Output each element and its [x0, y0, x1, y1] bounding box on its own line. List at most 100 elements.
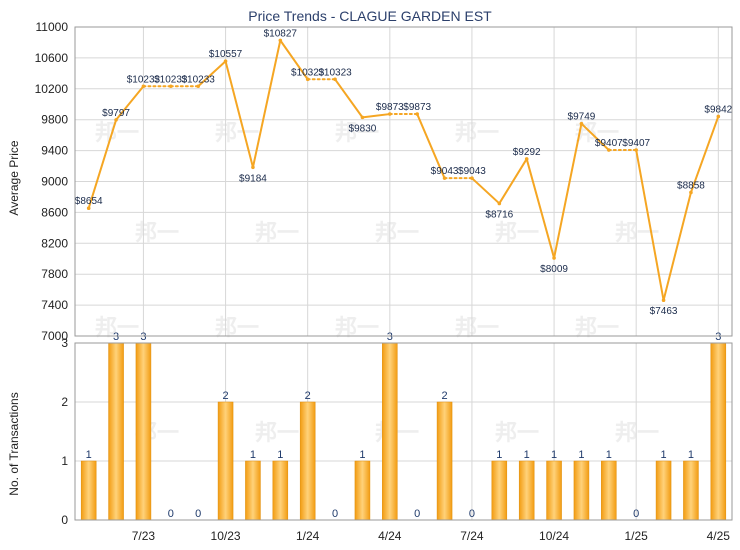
price-line-segment: [251, 39, 282, 169]
price-value-label: $9749: [568, 112, 596, 123]
price-value-label: $9842: [704, 104, 732, 115]
watermark-text: 邦一: [615, 420, 659, 445]
price-value-label: $10323: [318, 67, 352, 78]
price-tick-label: 8200: [41, 236, 68, 250]
transaction-bar: [135, 342, 152, 521]
price-line-segment: [525, 157, 556, 260]
price-point: [579, 121, 584, 126]
transaction-bar: [601, 460, 617, 521]
price-value-label: $9830: [349, 123, 377, 134]
transaction-bar: [245, 460, 261, 521]
price-tick-label: 9400: [41, 144, 68, 158]
date-tick-label: 10/24: [539, 529, 569, 543]
price-point: [415, 112, 419, 116]
price-line-segment: [689, 115, 720, 194]
price-line-segment: [635, 149, 665, 302]
price-line-segment: [580, 122, 610, 152]
transaction-count-label: 1: [551, 449, 557, 461]
price-value-label: $10323: [291, 67, 325, 78]
transactions-tick-labels: 0 1 2 3: [61, 336, 68, 527]
price-point: [661, 298, 666, 303]
transaction-count-label: 1: [86, 449, 92, 461]
price-point: [689, 190, 693, 195]
transaction-count-label: 3: [113, 331, 119, 343]
transactions-axis-label: No. of Transactions: [7, 392, 21, 495]
transactions-tick-label: 3: [61, 336, 68, 350]
watermark-text: 邦一: [255, 420, 299, 445]
transaction-count-label: 1: [524, 449, 530, 461]
price-line-segment: [87, 118, 118, 210]
price-point: [607, 148, 611, 152]
price-value-label: $9873: [403, 102, 431, 113]
transaction-bar: [299, 401, 316, 521]
transaction-bar: [710, 342, 727, 521]
transaction-bar: [382, 342, 398, 521]
transaction-count-label: 0: [414, 508, 420, 520]
date-tick-label: 4/25: [707, 529, 731, 543]
transaction-count-label: 0: [168, 508, 174, 520]
price-tick-label: 9800: [41, 113, 68, 127]
watermark-text: 邦一: [375, 220, 419, 245]
transaction-bar: [354, 460, 371, 521]
price-point: [634, 148, 638, 152]
transaction-count-label: 3: [387, 331, 393, 343]
transaction-bar: [573, 460, 590, 521]
price-tick-label: 9000: [41, 175, 68, 189]
transaction-count-label: 1: [606, 449, 612, 461]
watermark-text: 邦一: [135, 220, 179, 245]
transaction-count-label: 3: [140, 331, 146, 343]
transaction-count-label: 1: [661, 449, 667, 461]
price-tick-label: 7000: [41, 329, 68, 343]
price-value-label: $8009: [540, 264, 568, 275]
price-value-label: $10827: [264, 28, 298, 39]
price-line-segment: [279, 39, 309, 81]
price-line-segment: [416, 113, 446, 180]
transaction-bar: [655, 460, 672, 521]
price-point: [251, 165, 255, 170]
date-tick-label: 7/24: [460, 529, 484, 543]
transaction-bar: [80, 460, 97, 521]
watermark-text: 邦一: [215, 120, 259, 145]
price-value-label: $9292: [513, 147, 541, 158]
transactions-tick-label: 2: [61, 395, 68, 409]
transaction-count-label: 1: [250, 449, 256, 461]
price-value-label: $8654: [75, 196, 103, 207]
price-point: [524, 157, 529, 161]
watermark-text: 邦一: [495, 420, 539, 445]
date-tick-label: 1/25: [625, 529, 649, 543]
price-plot-frame: [74, 26, 733, 337]
price-line-segment: [662, 191, 692, 302]
price-point: [169, 84, 173, 89]
watermark-text: 邦一: [255, 220, 299, 245]
transaction-count-label: 1: [578, 449, 584, 461]
transaction-bar: [491, 460, 508, 521]
price-point: [114, 118, 118, 122]
price-tick-label: 8600: [41, 205, 68, 219]
price-tick-label: 7800: [41, 267, 68, 281]
price-value-label: $7463: [650, 306, 678, 317]
price-tick-label: 11000: [36, 20, 69, 34]
plot-frames: [74, 26, 733, 521]
price-value-label: $9407: [622, 138, 650, 149]
price-line-segment: [197, 60, 227, 88]
transaction-bar: [217, 401, 234, 521]
transaction-bar: [518, 460, 535, 521]
price-tick-label: 7400: [41, 298, 68, 312]
price-value-label: $8858: [677, 180, 705, 191]
price-line-segment: [470, 177, 501, 205]
transactions-plot-frame: [74, 342, 733, 521]
transaction-bar: [108, 342, 124, 521]
transaction-count-label: 1: [277, 449, 283, 461]
transaction-count-label: 0: [332, 508, 338, 520]
transaction-count-label: 2: [305, 390, 311, 402]
price-point: [470, 176, 474, 180]
transaction-count-label: 0: [469, 508, 475, 520]
price-tick-labels: 7000 7400 7800 8200 8600 9000 9400 9800 10200 106…: [35, 20, 69, 343]
chart-title: Price Trends - CLAGUE GARDEN EST: [248, 8, 492, 24]
price-value-label: $8716: [485, 209, 513, 220]
price-point: [497, 201, 502, 206]
price-line-segment: [498, 157, 528, 205]
price-value-label: $9043: [431, 166, 459, 177]
price-value-label: $10557: [209, 49, 243, 60]
